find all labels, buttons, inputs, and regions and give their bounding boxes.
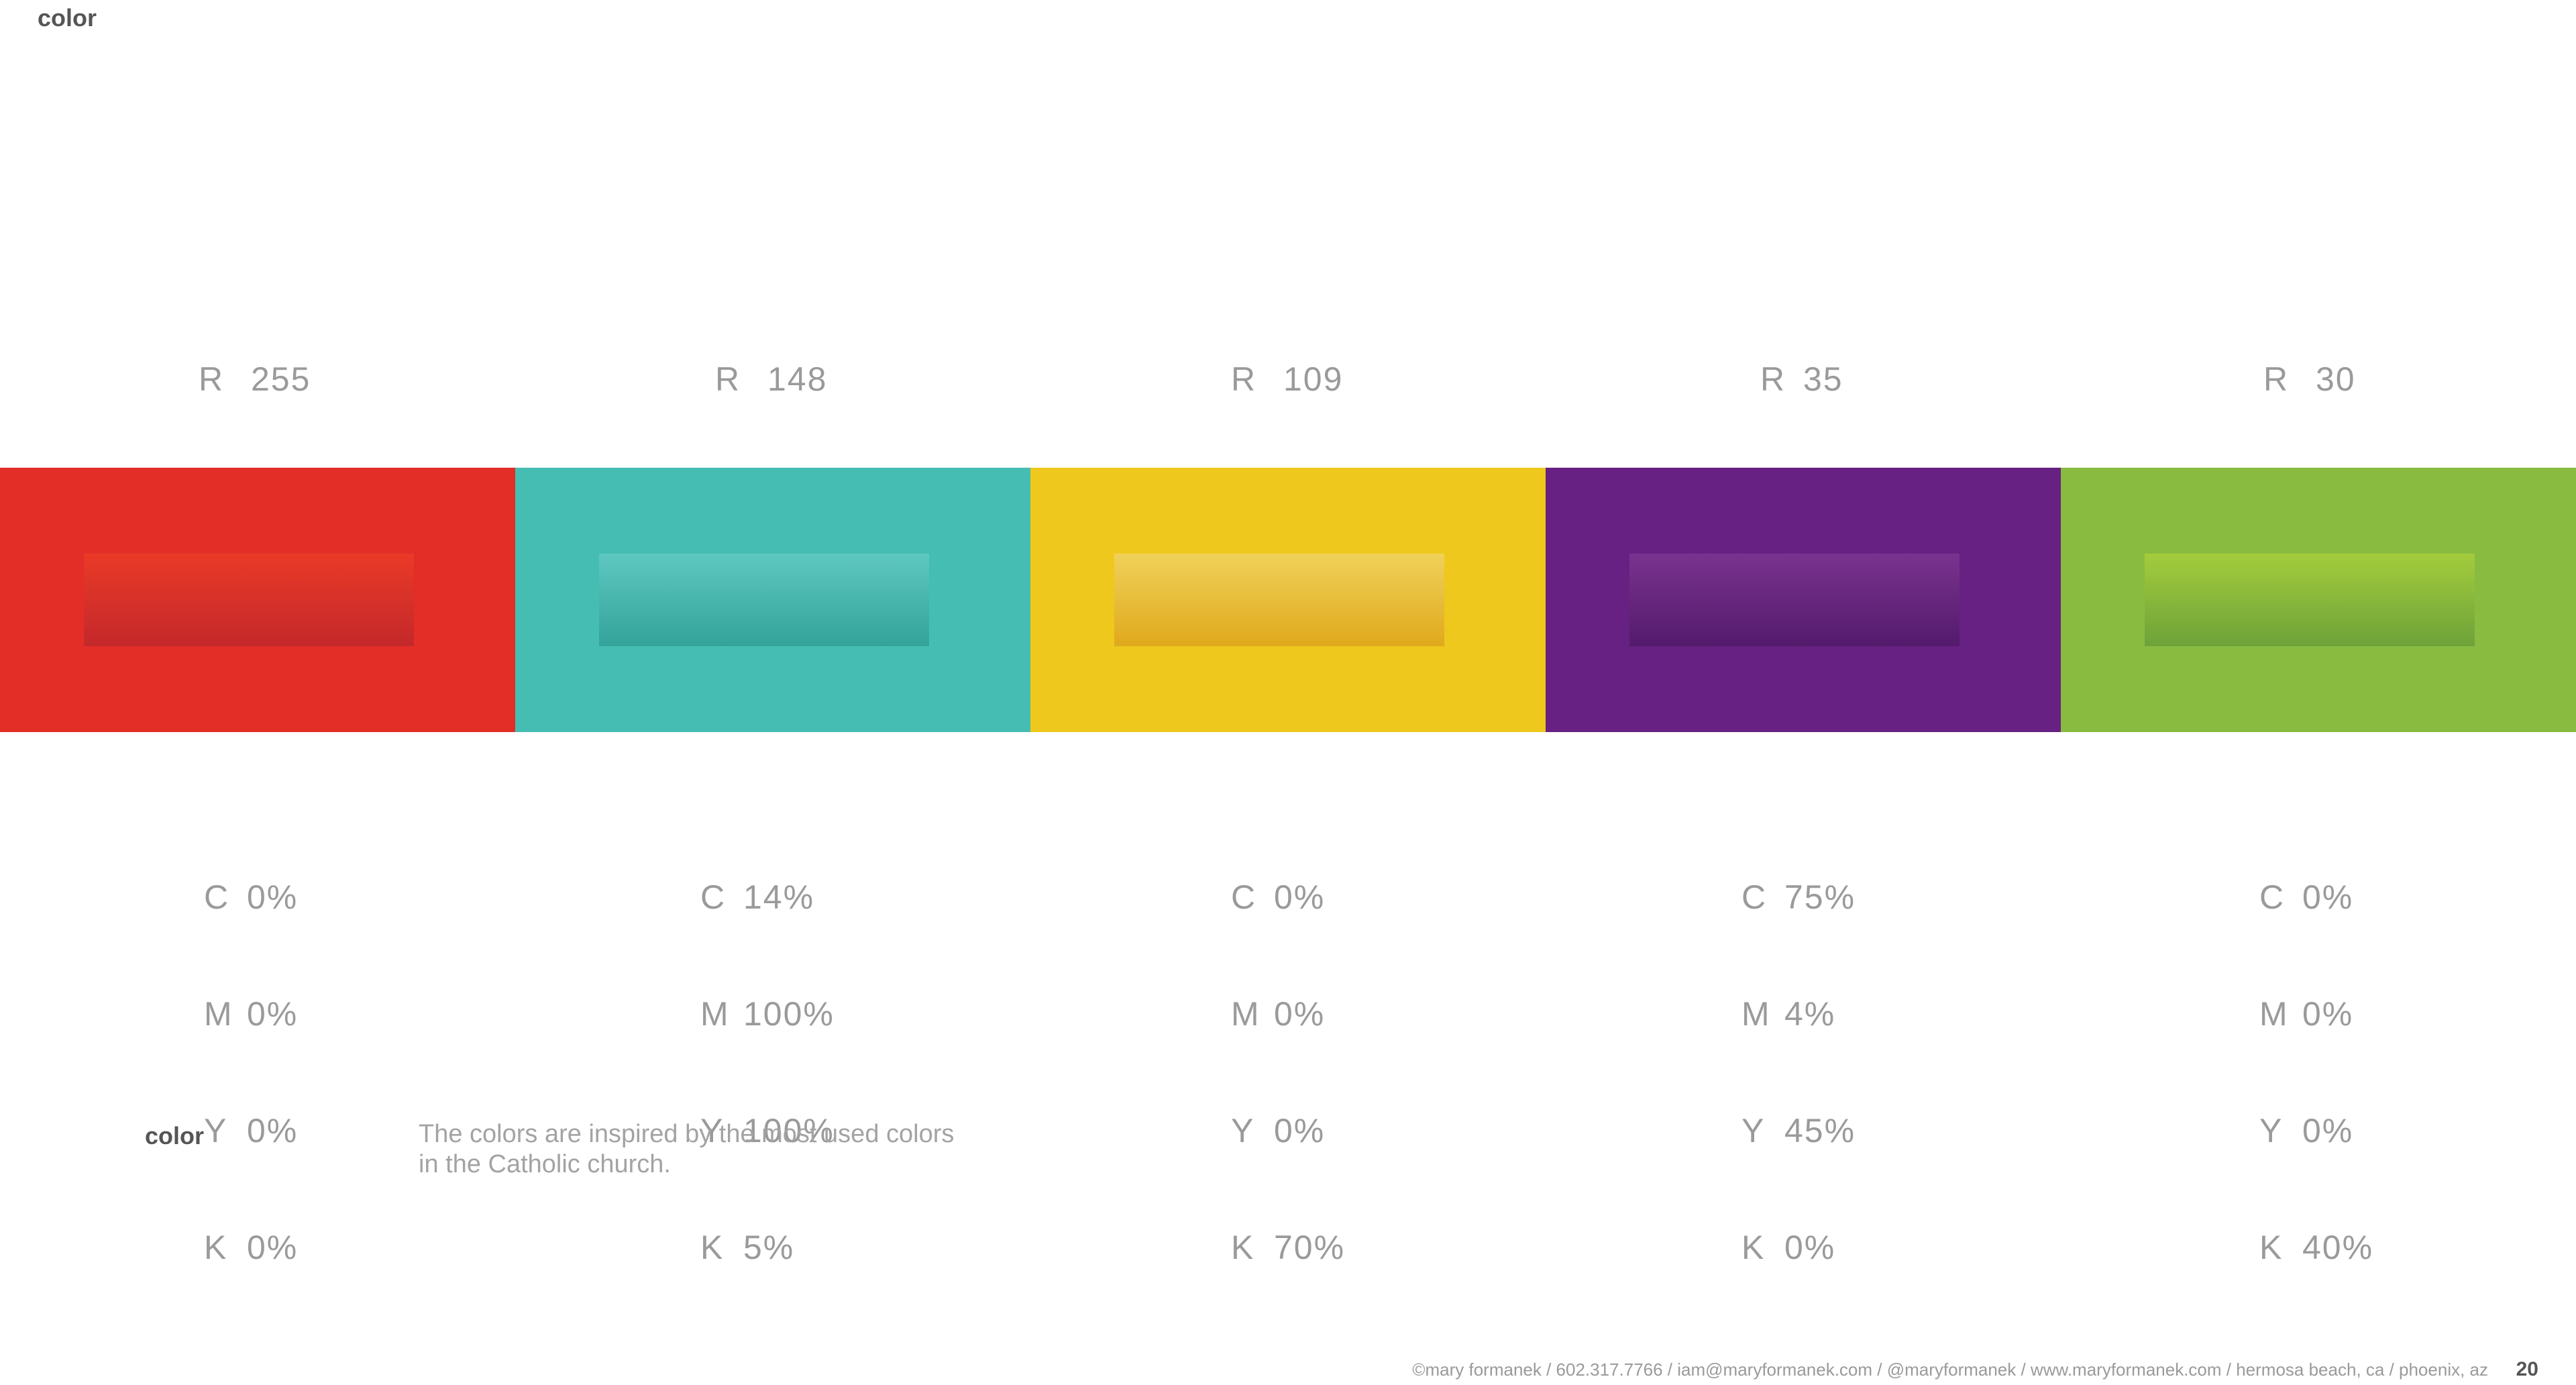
cmyk-m-label: M [204, 995, 233, 1033]
cmyk-m-label: M [1741, 995, 1771, 1033]
description-line-2: in the Catholic church. [419, 1150, 671, 1178]
cmyk-y-value: 0% [1274, 1112, 1326, 1149]
rgb-r-label: R [199, 360, 225, 398]
cmyk-c-value: 14% [743, 878, 815, 916]
swatch-red [0, 468, 515, 732]
cmyk-m-value: 0% [1274, 995, 1326, 1033]
swatch-green-chip [2145, 554, 2475, 646]
cmyk-values-3: C 0% M 0% Y 0% K 70% [1231, 800, 1345, 1306]
cmyk-c-label: C [1741, 878, 1768, 916]
section-label: color [145, 1122, 205, 1149]
swatch-red-chip [84, 554, 414, 646]
swatch-teal [515, 468, 1030, 732]
rgb-r-value: 30 [2316, 360, 2356, 398]
rgb-r-value: 109 [1283, 360, 1344, 398]
cmyk-m-label: M [700, 995, 730, 1033]
color-swatch-strip [0, 468, 2576, 732]
cmyk-y-value: 0% [2302, 1112, 2354, 1149]
cmyk-y-label: Y [1741, 1112, 1766, 1149]
cmyk-k-label: K [700, 1229, 724, 1266]
cmyk-c-label: C [2259, 878, 2286, 916]
cmyk-values-4: C 75% M 4% Y 45% K 0% [1741, 800, 1856, 1306]
rgb-r-label: R [1760, 360, 1786, 398]
rgb-r-value: 148 [767, 360, 828, 398]
cmyk-y-value: 0% [247, 1112, 299, 1149]
swatch-purple [1546, 468, 2061, 732]
cmyk-k-value: 5% [743, 1229, 795, 1266]
rgb-r-label: R [2263, 360, 2290, 398]
cmyk-k-value: 70% [1274, 1229, 1346, 1266]
cmyk-m-label: M [1231, 995, 1260, 1033]
cmyk-k-label: K [1741, 1229, 1766, 1266]
cmyk-m-label: M [2259, 995, 2289, 1033]
swatch-purple-chip [1629, 554, 1960, 646]
cmyk-m-value: 0% [247, 995, 299, 1033]
rgb-r-value: 255 [251, 360, 311, 398]
cmyk-y-label: Y [2259, 1112, 2284, 1149]
cmyk-m-value: 0% [2302, 995, 2354, 1033]
cmyk-k-label: K [2259, 1229, 2284, 1266]
cmyk-c-label: C [1231, 878, 1257, 916]
cmyk-c-value: 0% [2302, 878, 2354, 916]
rgb-r-label: R [715, 360, 741, 398]
cmyk-values-2: C 14% M 100% Y 100% K 5% [700, 800, 835, 1306]
cmyk-k-value: 0% [1784, 1229, 1836, 1266]
rgb-r-value: 35 [1803, 360, 1843, 398]
cmyk-y-label: Y [204, 1112, 228, 1149]
cmyk-c-value: 0% [247, 878, 299, 916]
cmyk-m-value: 4% [1784, 995, 1836, 1033]
cmyk-k-value: 0% [247, 1229, 299, 1266]
swatch-yellow-chip [1114, 554, 1444, 646]
cmyk-m-value: 100% [743, 995, 835, 1033]
cmyk-c-label: C [700, 878, 727, 916]
description-line-1: The colors are inspired by the most used… [419, 1120, 955, 1148]
cmyk-k-label: K [1231, 1229, 1255, 1266]
cmyk-y-label: Y [700, 1112, 724, 1149]
cmyk-k-label: K [204, 1229, 228, 1266]
cmyk-y-value: 100% [743, 1112, 835, 1149]
page-number: 20 [2516, 1358, 2538, 1380]
cmyk-y-label: Y [1231, 1112, 1255, 1149]
cmyk-c-value: 0% [1274, 878, 1326, 916]
swatch-green [2061, 468, 2576, 732]
cmyk-c-value: 75% [1784, 878, 1856, 916]
footer-contact-info: ©mary formanek / 602.317.7766 / iam@mary… [1412, 1360, 2488, 1380]
cmyk-k-value: 40% [2302, 1229, 2374, 1266]
swatch-teal-chip [599, 554, 929, 646]
rgb-r-label: R [1231, 360, 1257, 398]
header-label: color [38, 4, 97, 32]
cmyk-values-5: C 0% M 0% Y 0% K 40% [2259, 800, 2373, 1306]
cmyk-c-label: C [204, 878, 230, 916]
swatch-yellow [1030, 468, 1546, 732]
cmyk-y-value: 45% [1784, 1112, 1856, 1149]
color-description: The colors are inspired by the most used… [419, 1119, 1022, 1180]
cmyk-values-1: C 0% M 0% Y 0% K 0% [204, 800, 298, 1306]
